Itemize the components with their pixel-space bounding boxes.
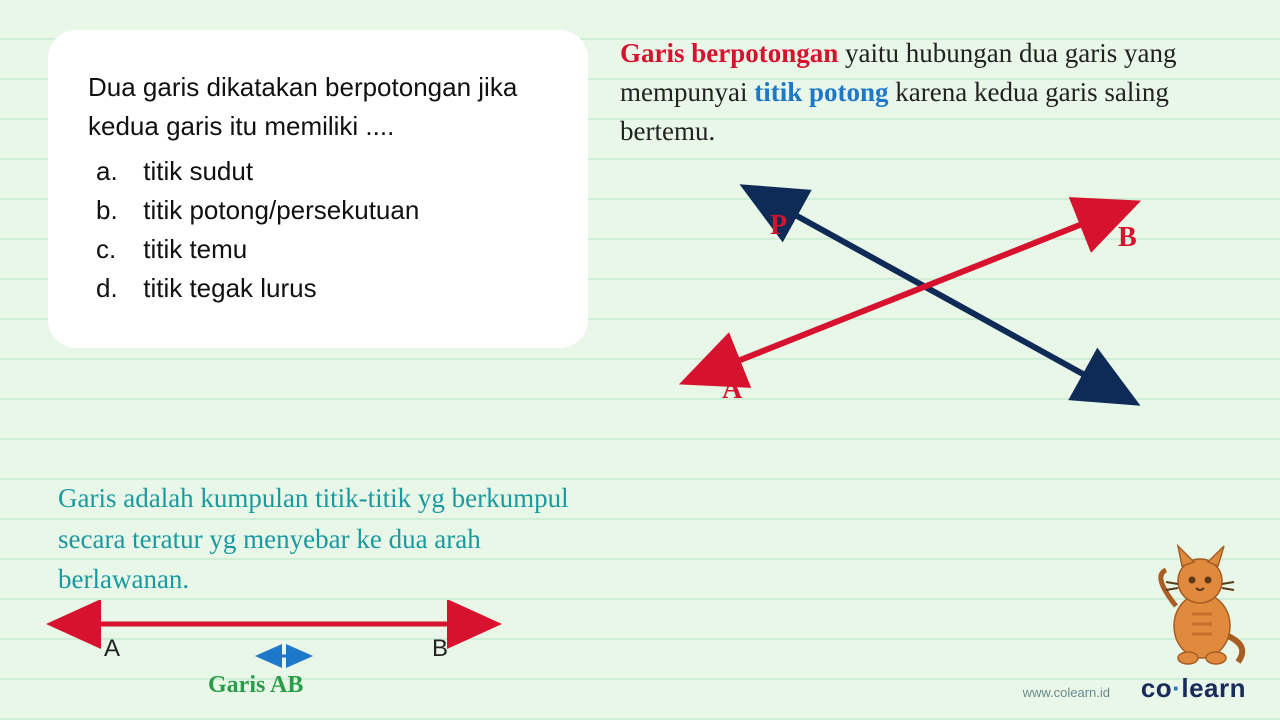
cat-mascot-icon (1142, 526, 1252, 666)
footer-url: www.colearn.id (1023, 685, 1110, 700)
explanation-part: titik potong (754, 77, 888, 107)
diagram-label-p: P (770, 210, 787, 242)
intersecting-lines-diagram (630, 150, 1190, 430)
option-text: titik potong/persekutuan (143, 195, 419, 225)
line-ab-label-a: A (104, 635, 120, 662)
diagram-label-a: A (722, 374, 742, 406)
question-card: Dua garis dikatakan berpotongan jika ked… (48, 30, 588, 348)
line-navy (750, 190, 1130, 400)
line-red (690, 205, 1130, 380)
diagram-label-b: B (1118, 222, 1137, 254)
option-letter: c. (96, 230, 136, 269)
brand-part: co (1141, 673, 1172, 703)
line-ab-caption: Garis AB (208, 672, 303, 699)
explanation-text: Garis berpotongan yaitu hubungan dua gar… (620, 34, 1240, 151)
explanation-part: Garis berpotongan (620, 38, 838, 68)
brand-dot: · (1172, 673, 1181, 703)
option-letter: a. (96, 152, 136, 191)
brand-logo: co·learn (1141, 673, 1246, 704)
option-c: c. titik temu (88, 230, 548, 269)
question-text: Dua garis dikatakan berpotongan jika ked… (88, 68, 548, 146)
option-letter: b. (96, 191, 136, 230)
option-text: titik tegak lurus (143, 273, 316, 303)
option-text: titik sudut (143, 156, 253, 186)
option-text: titik temu (143, 234, 247, 264)
option-a: a. titik sudut (88, 152, 548, 191)
brand-part: learn (1181, 673, 1246, 703)
option-d: d. titik tegak lurus (88, 269, 548, 308)
line-ab-label-b: B (432, 635, 448, 662)
option-b: b. titik potong/persekutuan (88, 191, 548, 230)
definition-text: Garis adalah kumpulan titik-titik yg ber… (58, 478, 618, 600)
option-letter: d. (96, 269, 136, 308)
